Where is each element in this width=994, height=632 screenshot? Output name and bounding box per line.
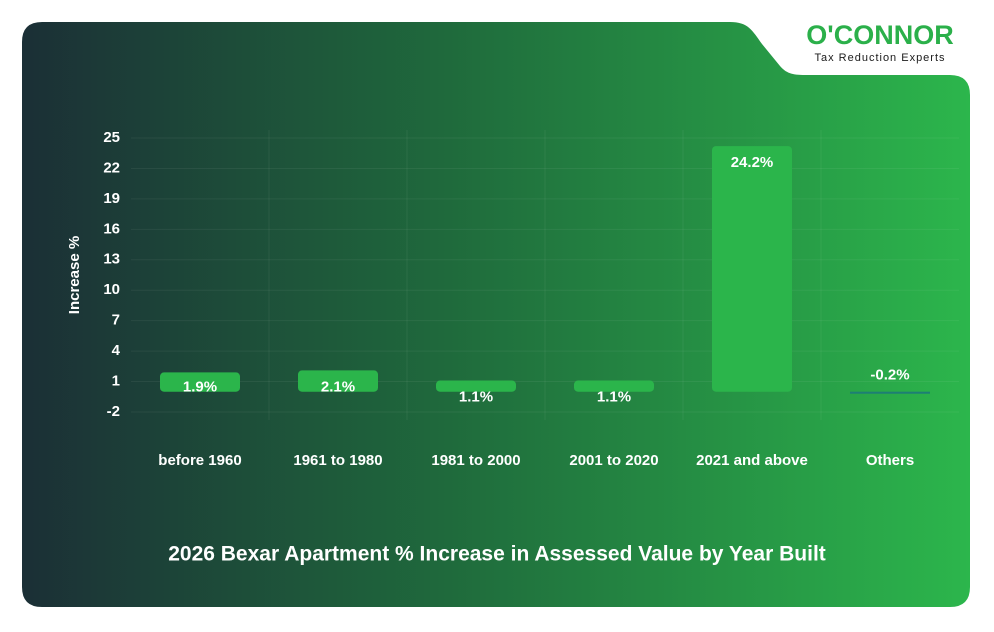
value-label: -0.2% [870, 367, 909, 384]
logo-tagline: Tax Reduction Experts [814, 52, 945, 64]
value-label: 1.1% [597, 389, 631, 406]
value-label: 24.2% [731, 154, 774, 171]
y-tick-label: 22 [103, 159, 120, 176]
x-tick-label: before 1960 [158, 452, 241, 469]
x-tick-label: 1981 to 2000 [431, 452, 520, 469]
value-label: 1.9% [183, 379, 217, 396]
bar [160, 372, 240, 392]
x-tick-label: 1961 to 1980 [293, 452, 382, 469]
value-label: 2.1% [321, 379, 355, 396]
separators [268, 130, 822, 420]
y-tick-label: -2 [107, 403, 120, 420]
bar [712, 146, 792, 392]
y-axis-label: Increase % [66, 236, 83, 314]
chart-title: 2026 Bexar Apartment % Increase in Asses… [168, 543, 826, 566]
bar [850, 391, 930, 394]
y-tick-label: 10 [103, 281, 120, 298]
y-tick-label: 1 [112, 373, 120, 390]
bar [298, 370, 378, 392]
y-tick-label: 13 [103, 251, 120, 268]
x-tick-label: 2021 and above [696, 452, 808, 469]
bar [436, 380, 516, 392]
logo-name: O'CONNOR [806, 20, 953, 50]
value-label: 1.1% [459, 389, 493, 406]
y-tick-label: 7 [112, 312, 120, 329]
bar [574, 380, 654, 392]
card [22, 22, 970, 607]
y-tick-label: 25 [103, 129, 120, 146]
x-tick-label: 2001 to 2020 [569, 452, 658, 469]
y-tick-label: 16 [103, 220, 120, 237]
y-tick-label: 4 [112, 342, 121, 359]
x-tick-label: Others [866, 452, 914, 469]
y-tick-label: 19 [103, 190, 120, 207]
